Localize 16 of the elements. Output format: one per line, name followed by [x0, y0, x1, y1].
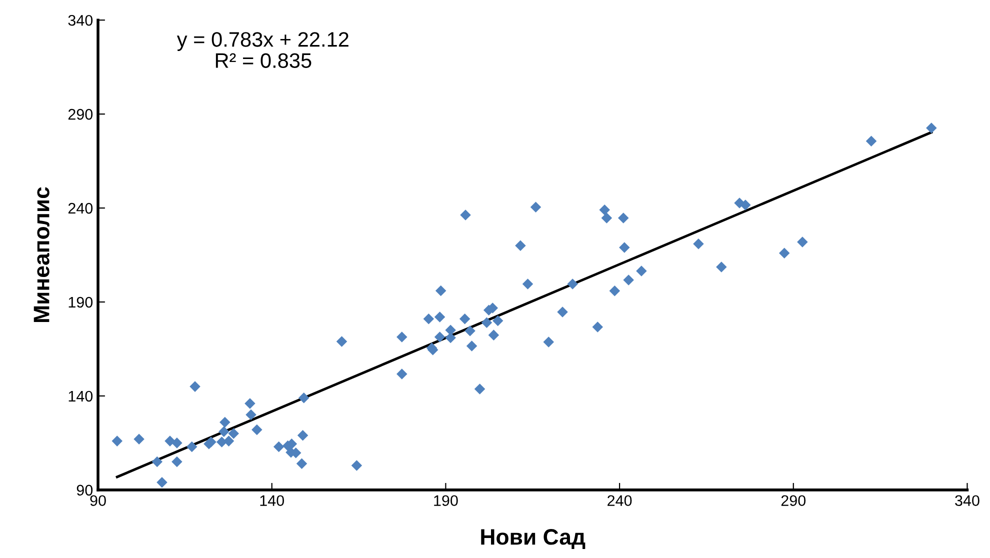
- y-tick-label: 290: [68, 108, 93, 120]
- annotation: R² = 0.835: [216, 53, 312, 68]
- y-tick-label: 240: [68, 202, 93, 214]
- y-tick-label: 340: [68, 14, 93, 26]
- y-tick-label: 190: [68, 296, 93, 308]
- x-tick-label: 140: [260, 495, 284, 506]
- y-tick-label: 140: [68, 390, 93, 402]
- x-tick-label: 340: [955, 495, 980, 506]
- annotation: y = 0.783x + 22.12: [176, 32, 348, 51]
- x-tick-label: 90: [90, 495, 106, 506]
- x-axis-title: Нови Сад: [481, 529, 586, 550]
- x-tick-label: 240: [608, 495, 632, 506]
- x-tick-label: 190: [434, 495, 458, 506]
- y-axis-title: Минеаполис: [34, 187, 50, 322]
- x-tick-label: 290: [781, 495, 806, 506]
- y-tick-label: 90: [76, 484, 93, 496]
